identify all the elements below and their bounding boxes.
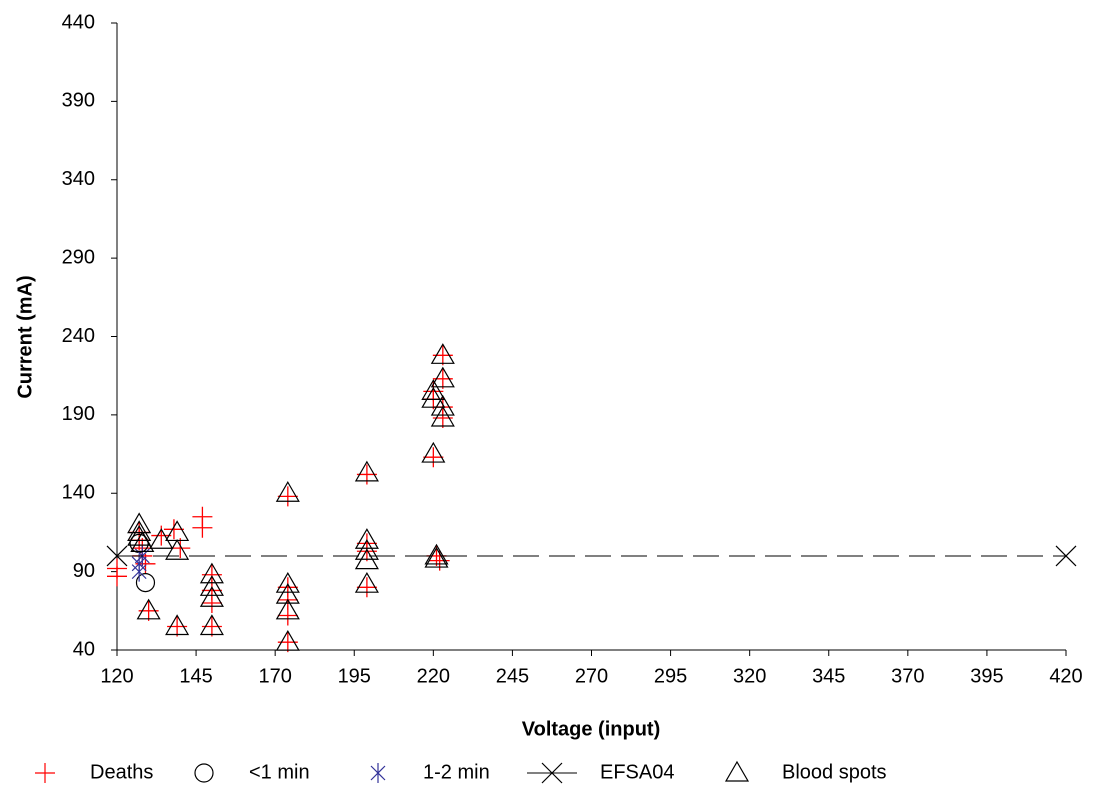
x-axis-title: Voltage (input) [522,718,661,740]
marker-triangle [424,546,449,568]
x-tick-label: 120 [100,665,133,687]
marker-triangle [354,539,379,560]
marker-triangle [354,571,379,593]
x-tick-label: 220 [417,665,450,687]
marker-asterisk [131,561,147,582]
marker-plus [277,605,298,626]
marker-plus [107,558,127,579]
y-tick-label: 290 [62,246,95,268]
marker-plus [170,538,191,559]
marker-triangle [421,441,446,463]
y-tick-label: 40 [73,638,95,660]
marker-triangle [165,520,190,542]
x-tick-label: 270 [575,665,608,687]
marker-triangle [430,366,455,388]
legend-marker [541,762,563,784]
marker-triangle [199,586,224,607]
marker-plus [192,517,213,538]
y-tick-label: 340 [62,168,95,190]
x-tick-label: 370 [891,665,924,687]
x-tick-label: 145 [179,665,212,687]
y-tick-label: 140 [62,482,95,504]
marker-triangle [430,394,455,416]
marker-triangle [421,387,446,408]
marker-triangle [199,562,224,584]
marker-triangle [165,614,190,636]
marker-triangle [421,379,446,400]
marker-triangle [430,405,455,427]
legend-marker [194,763,214,783]
marker-triangle [127,520,152,542]
marker-plus [277,486,298,507]
legend-label: Blood spots [782,761,887,783]
marker-triangle [275,571,300,593]
x-tick-label: 345 [812,665,845,687]
marker-plus [163,519,184,540]
legend-label: EFSA04 [600,761,674,783]
marker-triangle [165,539,190,560]
marker-triangle [430,343,455,364]
y-axis-title: Current (mA) [14,275,36,398]
marker-triangle [199,614,224,636]
legend-label: Deaths [90,761,153,783]
legend-label: <1 min [249,761,310,783]
y-tick-label: 240 [62,325,95,347]
legend-marker [724,760,750,782]
x-tick-label: 245 [496,665,529,687]
marker-triangle [354,528,379,549]
marker-triangle [275,481,300,502]
marker-plus [423,447,444,468]
x-tick-label: 170 [258,665,291,687]
legend-marker [35,763,55,783]
x-tick-label: 195 [338,665,371,687]
x-tick-label: 395 [970,665,1003,687]
marker-triangle [275,582,300,604]
x-tick-label: 295 [654,665,687,687]
x-tick-label: 420 [1049,665,1082,687]
marker-triangle [127,512,152,534]
marker-triangle [275,598,300,620]
x-tick-label: 320 [733,665,766,687]
marker-triangle [136,598,161,620]
y-tick-label: 90 [73,560,95,582]
marker-triangle [199,575,224,596]
legend-label: 1-2 min [423,761,490,783]
marker-triangle [424,543,449,565]
y-tick-label: 440 [62,11,95,33]
marker-circle [135,573,156,593]
legend-marker [370,763,386,783]
y-tick-label: 190 [62,403,95,425]
marker-plus [201,592,222,613]
marker-triangle [354,548,379,570]
marker-plus [356,577,377,598]
marker-triangle [130,531,155,553]
marker-x [1055,545,1077,567]
marker-triangle [275,629,300,651]
marker-x [106,545,128,567]
marker-triangle [354,460,379,482]
y-tick-label: 390 [62,90,95,112]
